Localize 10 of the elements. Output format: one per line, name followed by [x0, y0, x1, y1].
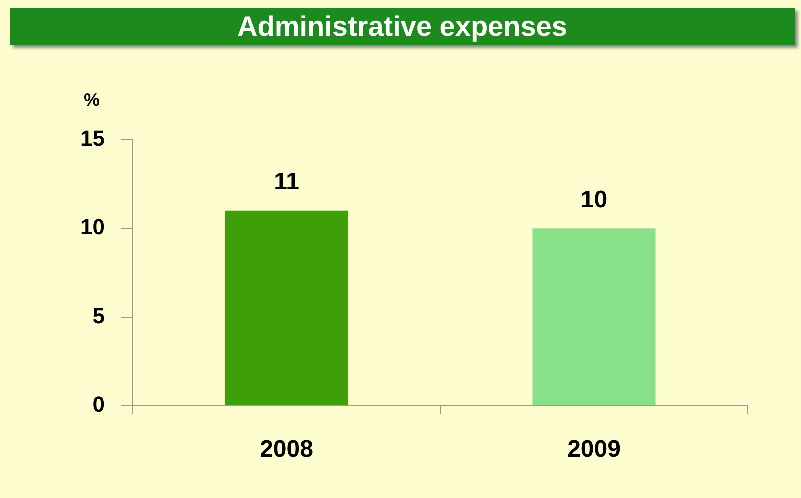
y-tick-label: 0	[92, 392, 105, 418]
y-axis-title: %	[84, 90, 100, 110]
x-tick-label: 2008	[260, 436, 314, 464]
y-tick-label: 10	[80, 214, 105, 240]
chart-title: Administrative expenses	[10, 8, 795, 45]
x-tick-label: 2009	[568, 436, 621, 464]
data-label: 10	[580, 186, 608, 214]
y-tick-label: 15	[80, 126, 105, 152]
data-label: 11	[274, 168, 300, 196]
y-tick-label: 5	[92, 303, 105, 328]
